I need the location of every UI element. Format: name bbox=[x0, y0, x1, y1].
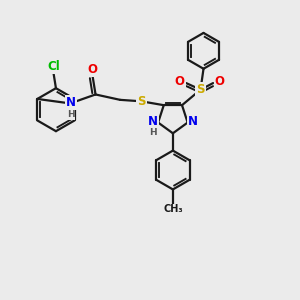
Text: O: O bbox=[88, 63, 98, 76]
Text: O: O bbox=[214, 75, 225, 88]
Text: N: N bbox=[188, 115, 198, 128]
Text: O: O bbox=[175, 75, 184, 88]
Text: H: H bbox=[149, 128, 157, 136]
Text: CH₃: CH₃ bbox=[163, 204, 183, 214]
Text: N: N bbox=[148, 115, 158, 128]
Text: S: S bbox=[196, 83, 205, 96]
Text: N: N bbox=[66, 96, 76, 109]
Text: H: H bbox=[67, 110, 75, 119]
Text: S: S bbox=[137, 95, 146, 108]
Text: Cl: Cl bbox=[47, 60, 60, 73]
